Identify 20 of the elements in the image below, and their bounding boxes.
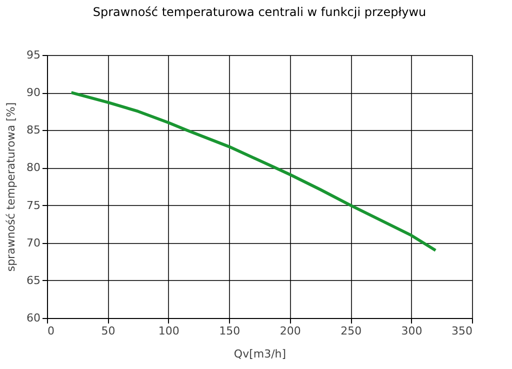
y-tick-label: 85 [26,124,40,137]
y-tick-label: 65 [26,274,40,287]
x-tick-label: 150 [219,324,240,338]
y-tick-label: 70 [26,236,40,250]
y-axis-title: sprawność temperaturowa [%] [4,102,18,272]
y-tick-label: 75 [26,198,40,212]
x-axis-title: Qv[m3/h] [234,348,286,360]
x-tick-label: 350 [452,324,472,338]
x-tick-label: 50 [101,324,116,338]
x-tick-label: 200 [280,324,301,338]
x-tick-label: 300 [401,324,422,338]
y-tick-label: 90 [26,86,40,100]
x-tick-label: 0 [48,324,54,338]
chart-title: Sprawność temperaturowa centrali w funkcji przepływu [92,5,426,19]
y-tick-label: 95 [26,48,40,62]
y-tick-label: 80 [26,161,40,174]
x-tick-label: 250 [340,324,362,338]
line-series [70,91,438,252]
x-tick-label: 100 [158,324,180,338]
y-tick-label: 60 [26,312,40,324]
